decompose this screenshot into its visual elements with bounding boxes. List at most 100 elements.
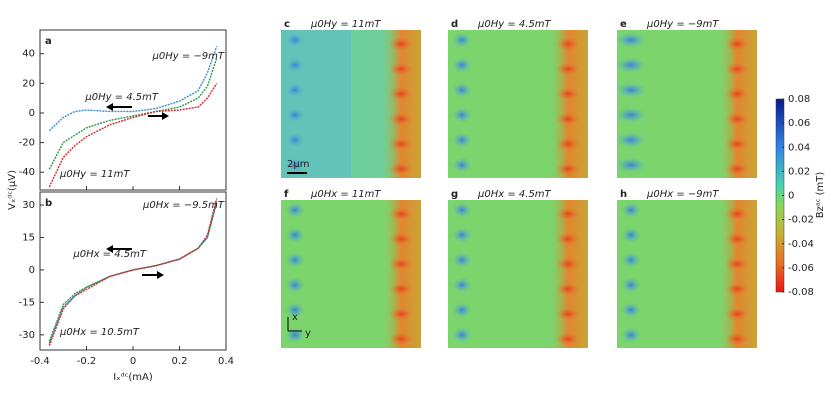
heatmap-hot: [556, 232, 580, 246]
heatmap-blob: [621, 327, 641, 343]
heatmap: [615, 30, 757, 178]
y-tick-label: 30: [22, 200, 35, 211]
heatmap-hot: [725, 257, 749, 271]
series-line: [48, 46, 218, 132]
colorbar-tick-label: 0.02: [788, 166, 810, 177]
heatmap-blob: [285, 32, 305, 48]
heatmap-hot: [556, 257, 580, 271]
heatmap-hot: [389, 162, 413, 176]
panel-label: g: [451, 189, 458, 200]
heatmap-stripe: [717, 30, 757, 178]
heatmap: [281, 30, 421, 178]
heatmap-shade: [281, 30, 351, 178]
heatmap-blob: [285, 107, 305, 123]
axis-arrows: [287, 317, 302, 332]
x-tick-label: -0.4: [30, 356, 50, 367]
arrow-head: [106, 245, 113, 253]
heatmap-blob: [452, 327, 472, 343]
x-tick-label: -0.2: [77, 356, 97, 367]
x-axis-label: Iₓᵈᶜ(mA): [113, 372, 153, 383]
heatmap-hot: [556, 112, 580, 126]
heatmap-hot: [556, 37, 580, 51]
y-tick-label: 15: [22, 232, 35, 243]
map-title: μ0Hy = 4.5mT: [477, 19, 552, 30]
heatmap-hot: [556, 162, 580, 176]
heatmap: [617, 200, 757, 348]
heatmap-blob: [285, 57, 305, 73]
heatmap-blob: [621, 227, 641, 243]
heatmap-stripe: [381, 30, 421, 178]
heatmap-stripe: [381, 200, 421, 348]
heatmap-blob: [615, 32, 647, 48]
heatmap-hot: [556, 137, 580, 151]
heatmap-hot: [725, 62, 749, 76]
map-title: μ0Hx = 11mT: [310, 189, 381, 200]
heatmap-blob: [452, 252, 472, 268]
panel-label: e: [620, 19, 627, 30]
heatmap-hot: [725, 37, 749, 51]
heatmap-blob: [452, 82, 472, 98]
heatmap-blob: [452, 57, 472, 73]
heatmap-blob: [615, 157, 647, 173]
map-title: μ0Hy = −9mT: [646, 19, 719, 30]
heatmap: [448, 30, 588, 178]
heatmap-hot: [389, 112, 413, 126]
colorbar-tick-label: 0.04: [788, 142, 810, 153]
series-annotation: μ0Hx = −9.5mT: [142, 200, 225, 211]
heatmap-blob: [452, 202, 472, 218]
series-line: [48, 202, 218, 342]
heatmap-blob: [285, 132, 305, 148]
panel-label: f: [284, 189, 289, 200]
colorbar-tick-label: 0: [788, 191, 794, 202]
heatmap-hot: [389, 62, 413, 76]
x-tick-label: 0.2: [172, 356, 188, 367]
panel-label: a: [45, 36, 52, 47]
heatmap-hot: [389, 87, 413, 101]
panel-label: c: [284, 19, 290, 30]
y-tick-label: 20: [22, 78, 35, 89]
heatmap-hot: [725, 207, 749, 221]
heatmap: [281, 200, 421, 348]
series-annotation: μ0Hy = 4.5mT: [84, 92, 159, 103]
colorbar-tick-label: 0.06: [788, 118, 810, 129]
axis-y-label: y: [305, 328, 311, 339]
y-tick-label: 40: [22, 49, 35, 60]
heatmap-blob: [285, 302, 305, 318]
heatmap-blob: [452, 277, 472, 293]
map-title: μ0Hx = −9mT: [646, 189, 719, 200]
heatmap-blob: [621, 277, 641, 293]
colorbar-tick-label: -0.06: [788, 263, 814, 274]
series-annotation: μ0Hx = 10.5mT: [59, 327, 140, 338]
panel-label: h: [620, 189, 627, 200]
series-line: [48, 82, 218, 188]
arrow-head: [157, 271, 164, 279]
heatmap-hot: [389, 137, 413, 151]
panel-label: b: [45, 198, 52, 209]
heatmap-blob: [621, 252, 641, 268]
heatmap-blob: [285, 227, 305, 243]
scale-bar-label: 2μm: [287, 159, 309, 170]
heatmap-hot: [725, 162, 749, 176]
heatmap-blob: [615, 82, 647, 98]
heatmap-hot: [725, 307, 749, 321]
heatmap-hot: [725, 282, 749, 296]
colorbar-tick-label: -0.04: [788, 239, 814, 250]
arrow-head: [106, 103, 113, 111]
heatmap-blob: [285, 277, 305, 293]
arrow-head: [162, 112, 169, 120]
y-tick-label: 0: [29, 108, 35, 119]
heatmap-blob: [452, 302, 472, 318]
heatmap-blob: [615, 132, 647, 148]
colorbar-tick-label: -0.02: [788, 215, 814, 226]
heatmap-hot: [389, 37, 413, 51]
axis-x-label: x: [292, 312, 298, 323]
colorbar-label: Bzᵃᶜ (mT): [815, 172, 826, 219]
heatmap-hot: [725, 87, 749, 101]
heatmap-blob: [615, 107, 647, 123]
heatmap-blob: [285, 82, 305, 98]
heatmap-stripe: [548, 30, 588, 178]
heatmap-stripe: [548, 200, 588, 348]
heatmap-hot: [389, 282, 413, 296]
series-line: [48, 57, 218, 170]
heatmap-hot: [725, 332, 749, 346]
